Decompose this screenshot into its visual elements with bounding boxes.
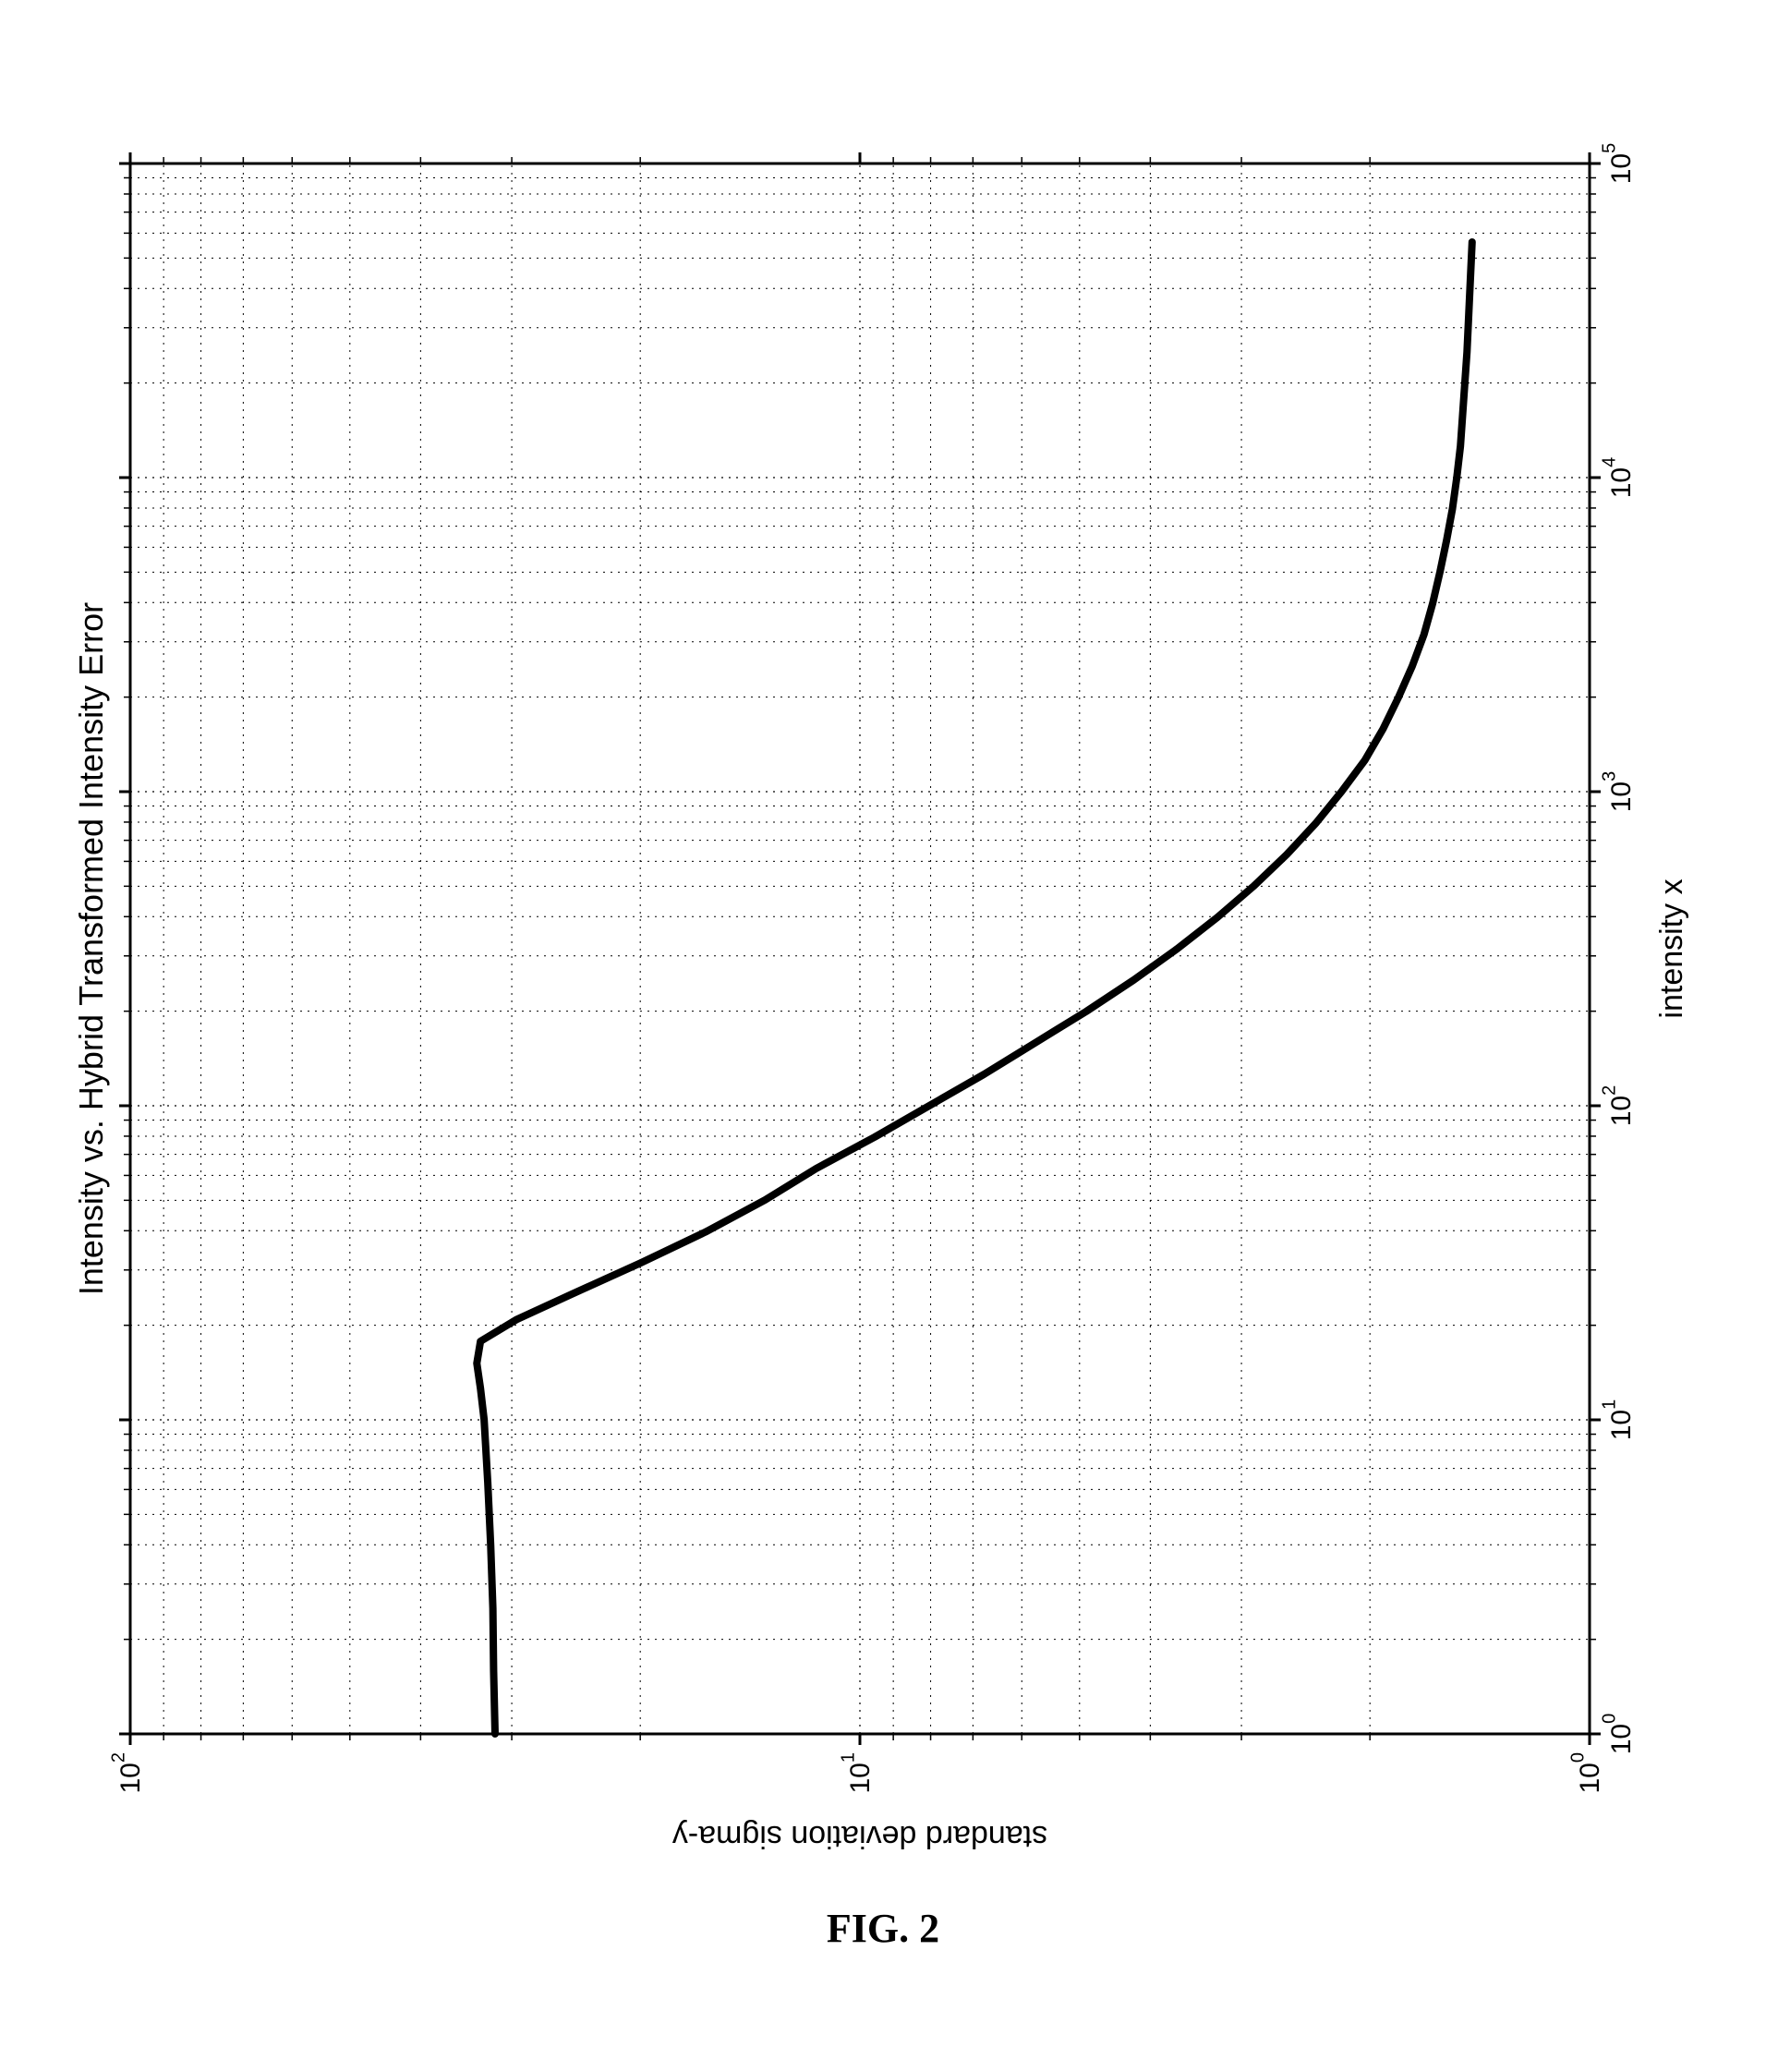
figure-label: FIG. 2 [827,1905,939,1952]
chart-container: 100101102103104105100101102Intensity vs.… [47,127,1719,1863]
svg-text:intensity x: intensity x [1654,878,1689,1018]
svg-text:standard deviation sigma-y: standard deviation sigma-y [672,1819,1047,1854]
page: 100101102103104105100101102Intensity vs.… [0,0,1766,2072]
svg-text:Intensity vs. Hybrid Transform: Intensity vs. Hybrid Transformed Intensi… [72,601,110,1294]
chart-svg: 100101102103104105100101102Intensity vs.… [47,127,1719,1863]
